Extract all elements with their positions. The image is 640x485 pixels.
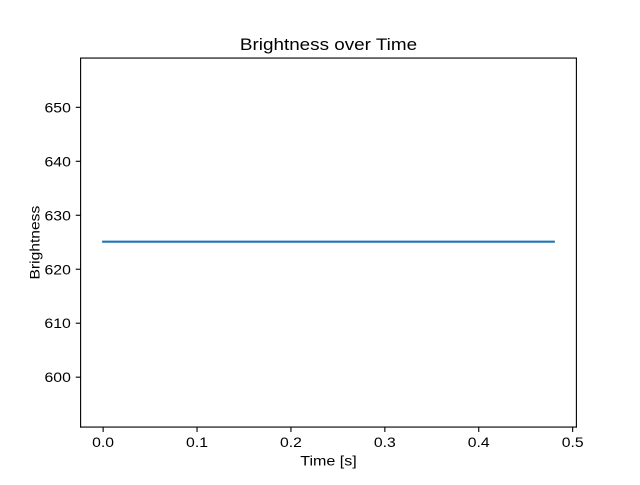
svg-text:650: 650 [45,99,72,115]
svg-text:640: 640 [45,153,72,169]
svg-text:620: 620 [45,261,72,277]
svg-text:610: 610 [44,315,71,331]
svg-text:0.2: 0.2 [280,434,302,450]
svg-text:0.5: 0.5 [562,434,584,450]
svg-text:600: 600 [45,369,72,385]
svg-text:630: 630 [45,207,72,223]
svg-text:Brightness: Brightness [26,206,42,280]
svg-text:0.1: 0.1 [186,434,208,450]
svg-text:Brightness over Time: Brightness over Time [240,35,417,54]
svg-text:0.0: 0.0 [92,434,114,450]
svg-text:0.3: 0.3 [374,434,396,450]
svg-text:Time [s]: Time [s] [300,452,357,468]
svg-text:0.4: 0.4 [468,434,490,450]
